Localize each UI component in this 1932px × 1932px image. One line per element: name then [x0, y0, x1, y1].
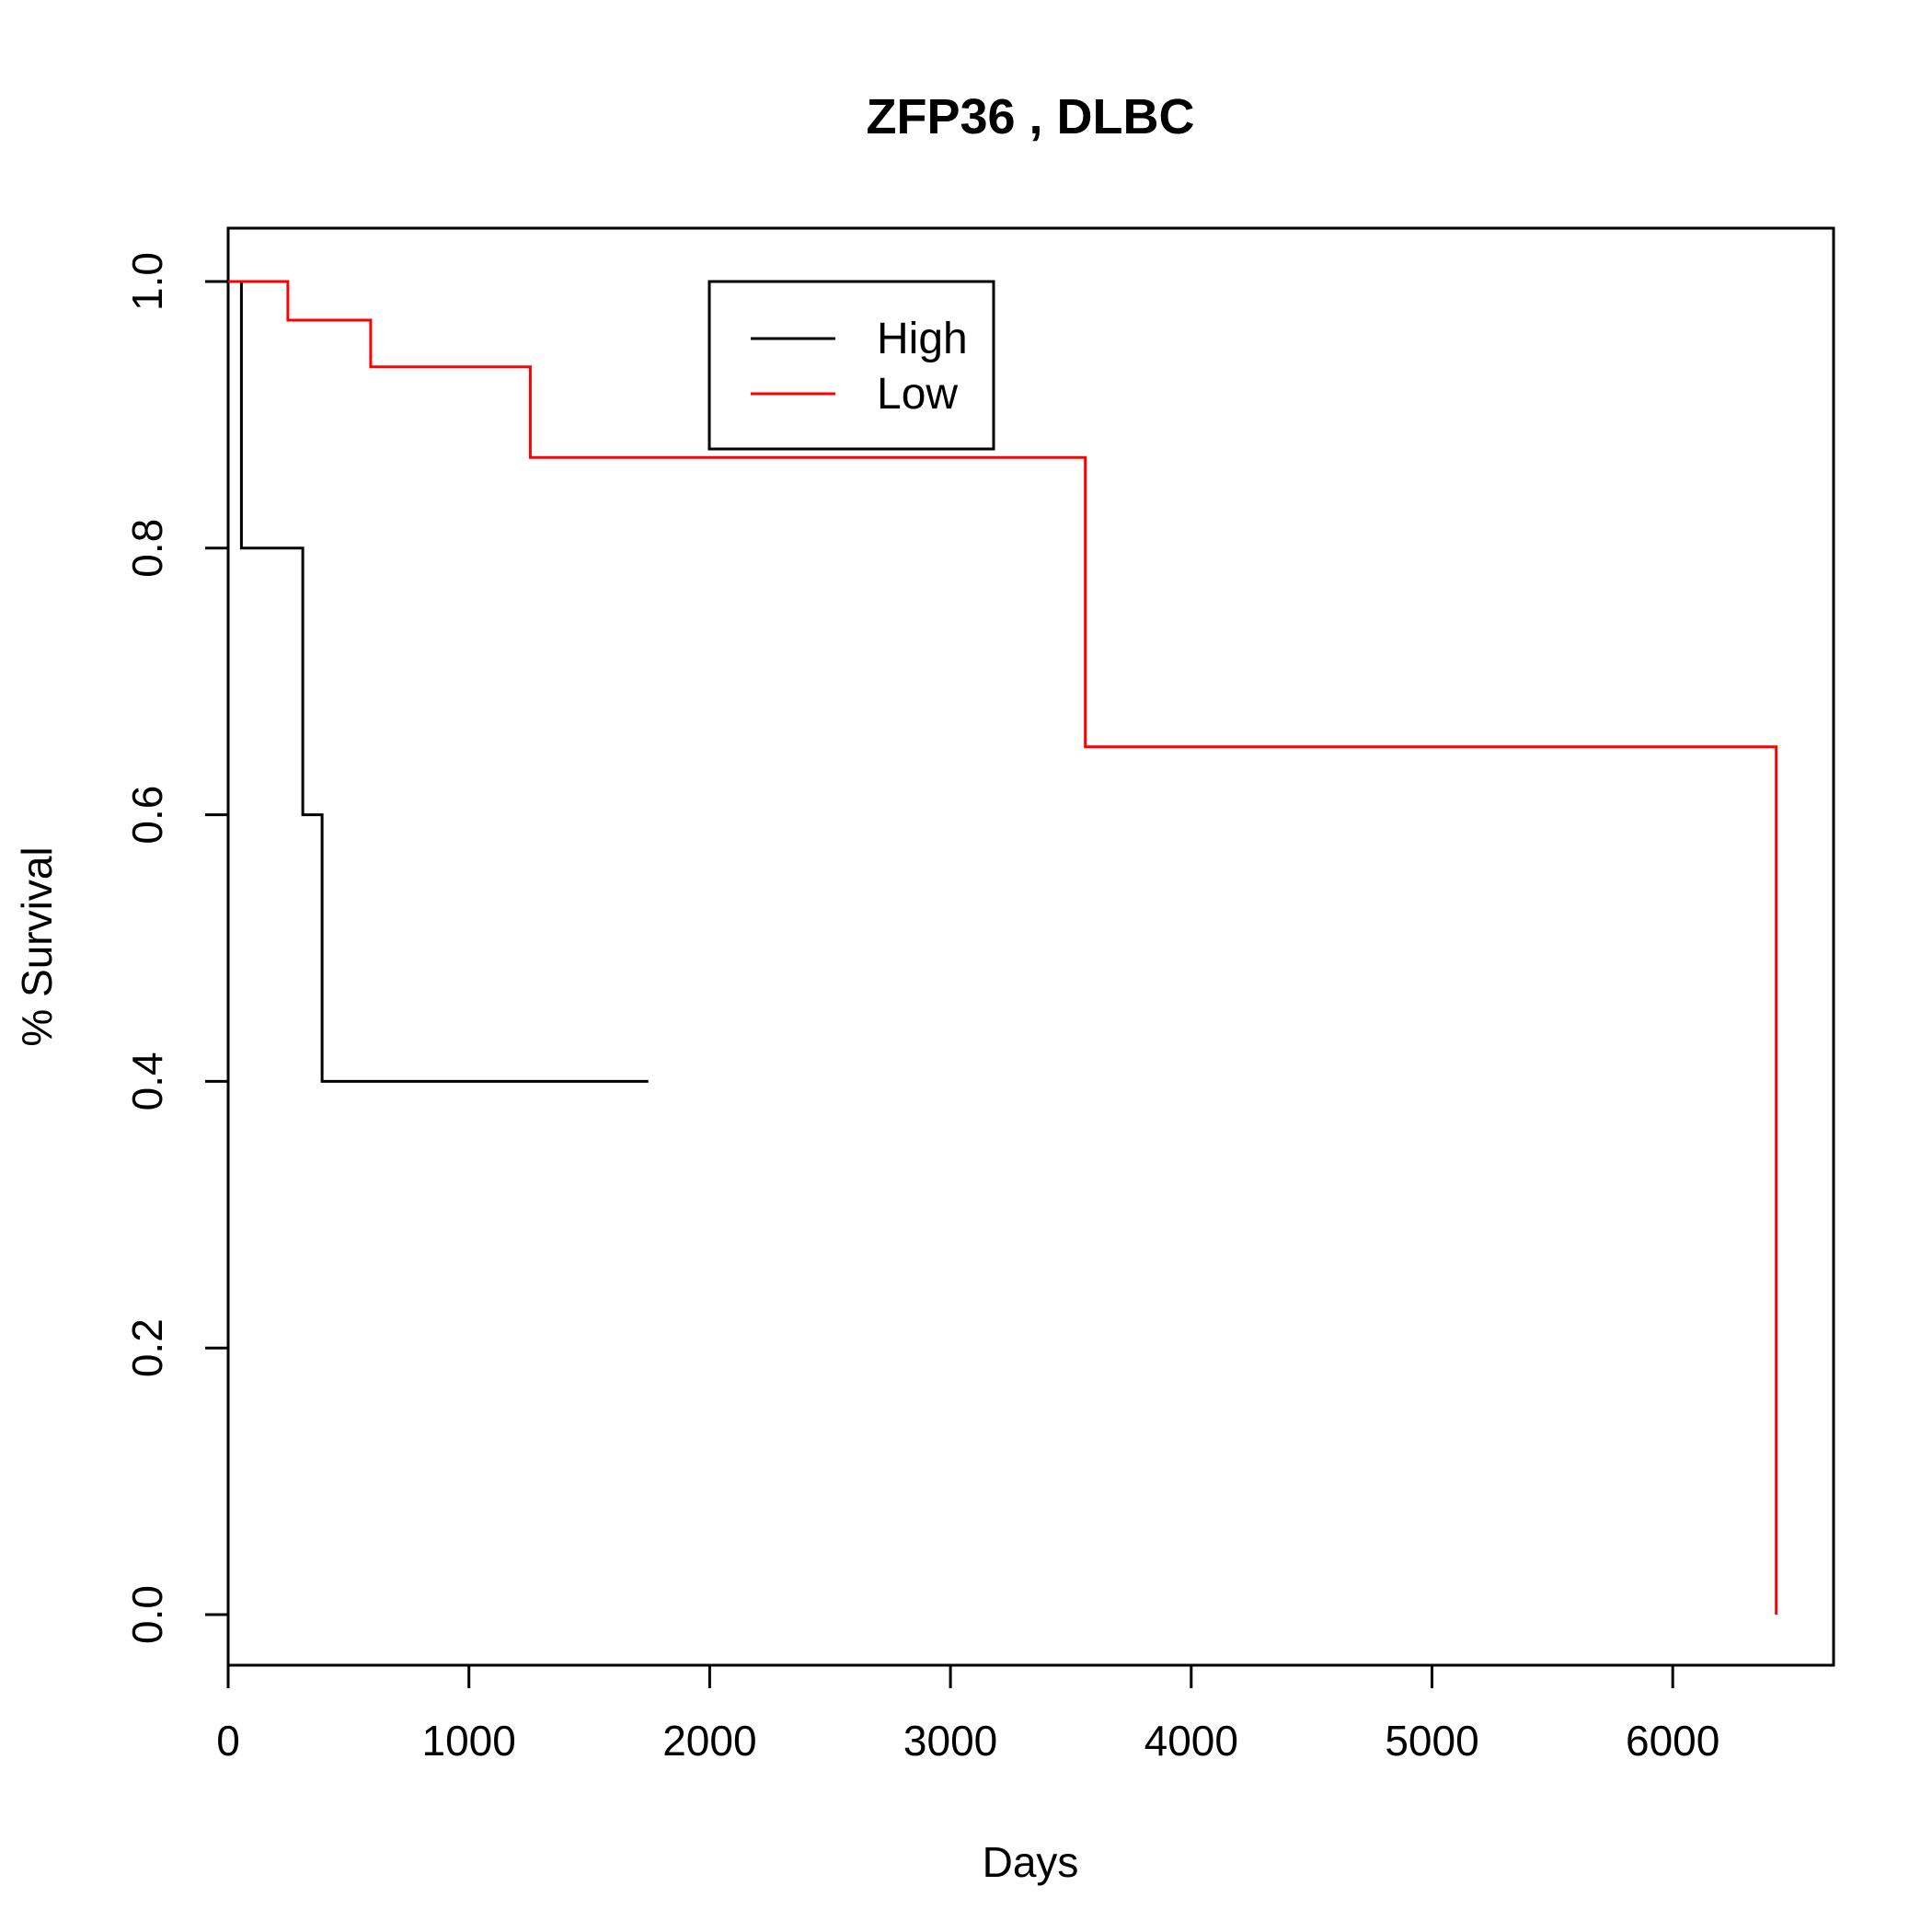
x-tick-label: 6000: [1626, 1717, 1719, 1765]
y-tick-label: 0.2: [123, 1318, 171, 1377]
series-high-line: [228, 280, 649, 1083]
legend: High Low: [707, 280, 995, 451]
y-tick-label: 0.4: [123, 1052, 171, 1110]
legend-label-high: High: [877, 315, 968, 363]
x-tick-label: 5000: [1385, 1717, 1478, 1765]
y-tick-label: 1.0: [123, 252, 171, 311]
plot-frame: [226, 226, 1835, 1667]
x-tick-label: 0: [216, 1717, 240, 1765]
x-tick-label: 1000: [422, 1717, 516, 1765]
x-axis: 0 1000 2000 3000 4000 5000 6000: [216, 1665, 1719, 1765]
survival-curves: [228, 280, 1778, 1615]
legend-box: [707, 280, 995, 451]
y-tick-label: 0.8: [123, 519, 171, 578]
y-axis: 0.0 0.2 0.4 0.6 0.8 1.0: [123, 252, 228, 1644]
chart-title: ZFP36 , DLBC: [866, 89, 1194, 144]
series-low-line: [228, 280, 1778, 1615]
x-tick-label: 2000: [662, 1717, 756, 1765]
x-axis-label: Days: [983, 1838, 1079, 1886]
x-tick-label: 4000: [1144, 1717, 1238, 1765]
y-tick-label: 0.6: [123, 786, 171, 845]
y-tick-label: 0.0: [123, 1585, 171, 1644]
legend-label-low: Low: [877, 370, 958, 419]
y-axis-label: % Survival: [13, 846, 61, 1046]
x-tick-label: 3000: [903, 1717, 997, 1765]
